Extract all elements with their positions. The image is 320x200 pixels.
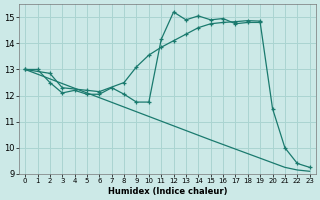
X-axis label: Humidex (Indice chaleur): Humidex (Indice chaleur)	[108, 187, 227, 196]
